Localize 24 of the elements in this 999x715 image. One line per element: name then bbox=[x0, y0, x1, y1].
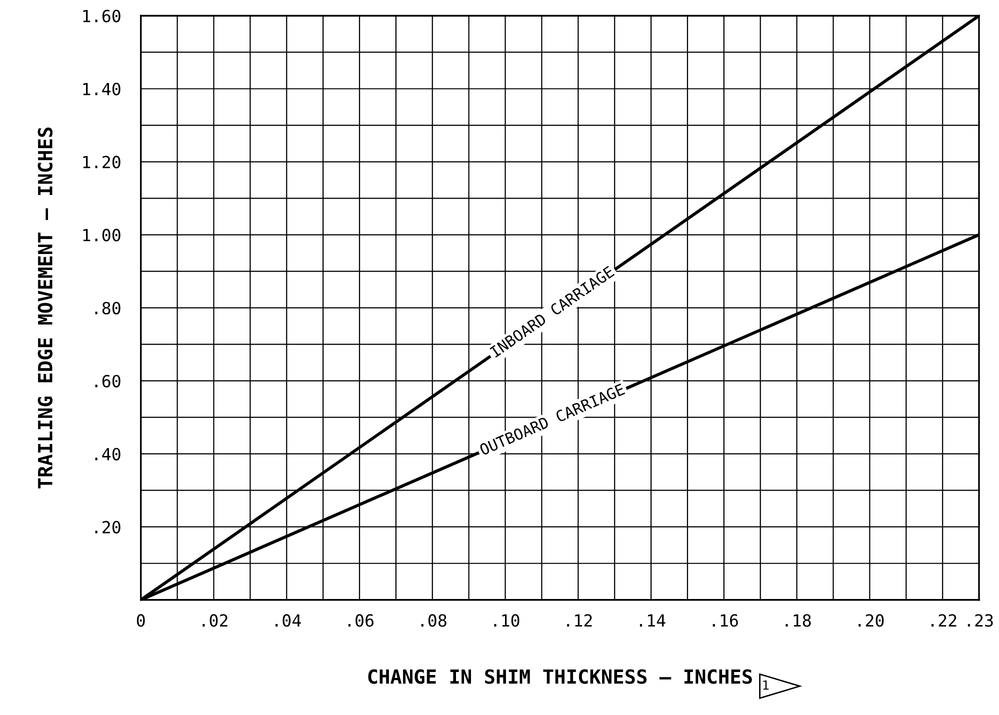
x-tick-label: .12 bbox=[567, 614, 592, 627]
text: 1 bbox=[763, 680, 769, 690]
x-tick-label: .10 bbox=[494, 614, 520, 627]
x-tick-label: .06 bbox=[348, 614, 374, 627]
x-axis-title: CHANGE IN SHIM THICKNESS – INCHES bbox=[368, 669, 752, 684]
y-tick-label: .40 bbox=[95, 448, 120, 460]
x-tick-label: 0 bbox=[136, 614, 145, 627]
x-tick-label: .16 bbox=[712, 614, 738, 627]
y-tick-label: 1.20 bbox=[83, 156, 120, 168]
x-tick-label: .20 bbox=[858, 614, 884, 627]
y-tick-label: 1.40 bbox=[83, 82, 120, 96]
y-tick-label: 1.00 bbox=[83, 228, 120, 242]
x-tick-label: .08 bbox=[421, 614, 446, 627]
y-tick-label: .60 bbox=[95, 374, 120, 388]
y-tick-label: .20 bbox=[95, 520, 120, 534]
x-tick-label: .23 bbox=[968, 614, 993, 627]
x-tick-label: .02 bbox=[202, 614, 228, 627]
y-axis-title: TRAILING EDGE MOVEMENT – INCHES bbox=[38, 128, 53, 488]
x-tick-label: .14 bbox=[640, 614, 666, 627]
x-tick-label: .22 bbox=[932, 614, 956, 627]
y-tick-label: .80 bbox=[95, 302, 120, 314]
x-tick-label: .04 bbox=[276, 614, 301, 627]
x-tick-label: .18 bbox=[786, 614, 811, 627]
y-tick-label: 1.60 bbox=[83, 10, 120, 22]
